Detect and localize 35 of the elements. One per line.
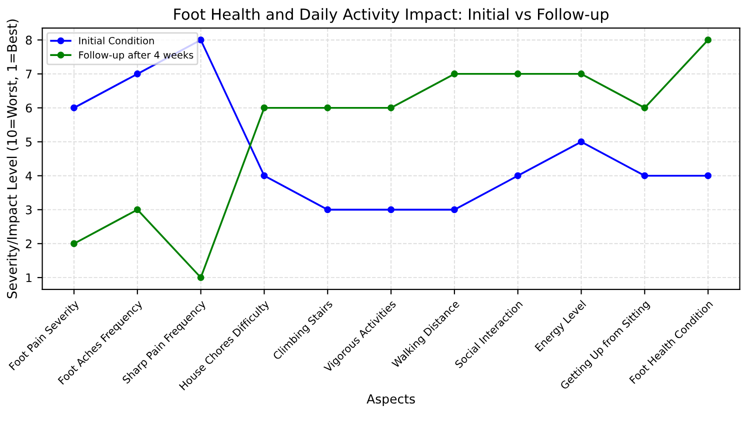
point [197, 36, 204, 44]
legend-label: Follow-up after 4 weeks [79, 51, 194, 61]
point [514, 172, 522, 180]
point [197, 274, 204, 282]
y-tick-label: 3 [26, 205, 32, 214]
legend-label: Initial Condition [79, 36, 154, 44]
y-axis-title: Severity/Impact Level (10=Worst, 1=Best) [6, 19, 20, 298]
point [324, 104, 332, 112]
point [134, 70, 141, 78]
point [641, 104, 648, 112]
point [514, 70, 522, 78]
point [70, 240, 78, 248]
x-axis-title: Aspects [366, 394, 415, 406]
y-tick-label: 6 [26, 104, 32, 112]
point [578, 138, 585, 146]
point [260, 172, 268, 180]
point [70, 104, 78, 112]
point [450, 206, 458, 214]
point [324, 206, 332, 214]
y-tick-label: 5 [26, 138, 32, 146]
chart-title: Foot Health and Daily Activity Impact: Initial vs Follow-up [174, 8, 608, 23]
point [388, 104, 395, 112]
y-tick-label: 4 [26, 172, 32, 180]
point [260, 104, 268, 112]
y-tick-label: 1 [26, 273, 32, 282]
point [704, 36, 712, 44]
point [450, 70, 458, 78]
y-tick-label: 2 [26, 239, 32, 248]
y-tick-label: 8 [26, 36, 32, 45]
point [388, 206, 395, 214]
y-tick-label: 7 [26, 70, 32, 78]
point [704, 172, 712, 180]
point [578, 70, 585, 78]
point [641, 172, 648, 180]
point [134, 206, 141, 214]
